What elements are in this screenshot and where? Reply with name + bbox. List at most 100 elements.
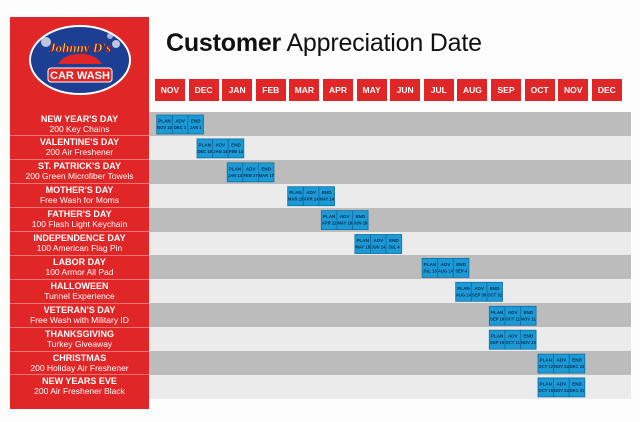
phase-bar [452,257,470,278]
phase-label: END [523,334,533,339]
event-promo: Free Wash for Moms [39,195,120,206]
phase-date: DEC 31 [570,388,585,393]
event-name: LABOR DAY [53,256,106,267]
phase-date: FEB 17 [243,173,258,178]
row-band [149,255,631,280]
logo-brand: Johnny D's [48,40,111,55]
month-header-9: AUG [457,79,488,101]
phase-date: SEP 15 [490,340,505,345]
phase-label: PLAN [424,262,437,267]
phase-date: MAR 18 [288,197,304,202]
phase-label: END [490,286,500,291]
phase-date: SEP 16 [490,316,505,321]
phase-block: ADV JAN 14 [212,138,229,159]
phase-label: END [355,214,365,219]
event-label: CHRISTMAS 200 Holiday Air Freshener [10,353,149,373]
event-promo: 100 American Flag Pin [36,243,123,253]
month-header-3: FEB [255,79,286,101]
phase-date: FEB 14 [229,149,244,154]
phase-label: PLAN [356,238,369,243]
row-band [149,183,631,208]
event-label: INDEPENDENCE DAY 100 American Flag Pin [10,233,149,253]
phase-date: JAN 14 [228,173,243,178]
phase-bar [352,210,369,231]
phase-block: PLAN MAY 18 [354,234,371,254]
row-band [149,303,631,328]
phase-date: OCT 12 [538,364,553,369]
car-wash-logo: Johnny D's CAR WASH [29,25,131,95]
phase-bar [568,377,586,398]
phase-date: MAY 18 [337,221,352,226]
row-band [149,279,631,304]
phase-bar [520,305,537,326]
phase-label: ADV [474,286,485,291]
phase-bar [568,353,586,374]
event-name: VALENTINE'S DAY [39,137,120,148]
phase-date: OCT 15 [538,388,553,393]
month-header-12: NOV [558,79,589,101]
event-label: FATHER'S DAY 100 Flash Light Keychain [10,209,149,229]
phase-bar [187,114,204,135]
phase-date: MAY 14 [319,197,334,202]
event-promo: Tunnel Experience [44,290,115,301]
logo-name: CAR WASH [50,70,110,82]
phase-date: MAR 17 [259,173,275,178]
event-promo: 200 Key Chains [49,123,110,134]
event-name: INDEPENDENCE DAY [33,233,126,243]
event-name: FATHER'S DAY [47,209,112,220]
phase-date: NOV 11 [521,316,536,321]
event-name: THANKSGIVING [44,328,114,339]
phase-block: END MAR 17 [257,162,275,183]
phase-label: END [261,166,271,171]
phase-bar [486,281,503,302]
phase-label: END [389,238,399,243]
phase-label: END [456,262,466,267]
phase-date: AUG 14 [438,268,454,273]
event-name: NEW YEAR'S DAY [40,113,119,124]
phase-date: SEP 30 [472,292,487,297]
month-header-5: APR [323,79,353,101]
phase-block: ADV FEB 17 [242,162,259,183]
event-promo: Turkey Giveaway [46,338,113,349]
phase-label: PLAN [540,358,553,363]
row-divider [10,207,149,209]
event-promo: 100 Armor All Pad [45,266,114,277]
phase-date: JAN 1 [190,125,203,130]
event-label: THANKSGIVING Turkey Giveaway [10,329,149,349]
month-header-11: OCT [524,79,555,101]
event-name: VETERAN'S DAY [43,304,116,315]
phase-date: OCT 31 [487,292,502,297]
event-name: ST. PATRICK'S DAY [38,161,121,172]
phase-block: PLAN JAN 14 [226,162,244,183]
phase-label: ADV [306,190,317,195]
phase-date: JUL 15 [423,268,437,273]
phase-date: MAY 18 [355,245,370,250]
phase-block: PLAN MAR 18 [287,186,304,207]
event-label: ST. PATRICK'S DAY 200 Green Microfiber To… [10,161,149,181]
phase-block: END FEB 14 [227,138,245,159]
phase-date: NOV 24 [554,364,570,369]
phase-date: SEP 4 [455,268,467,273]
row-divider [10,254,149,256]
phase-label: ADV [175,119,186,124]
month-header-6: MAY [356,79,387,101]
phase-label: PLAN [199,142,212,147]
phase-date: JUL 4 [388,245,400,250]
event-label: NEW YEARS EVE 200 Air Freshener Black [10,376,149,396]
phase-label: END [191,119,201,124]
row-divider [10,278,149,280]
phase-date: DEC 15 [197,149,212,154]
phase-label: PLAN [158,119,171,124]
